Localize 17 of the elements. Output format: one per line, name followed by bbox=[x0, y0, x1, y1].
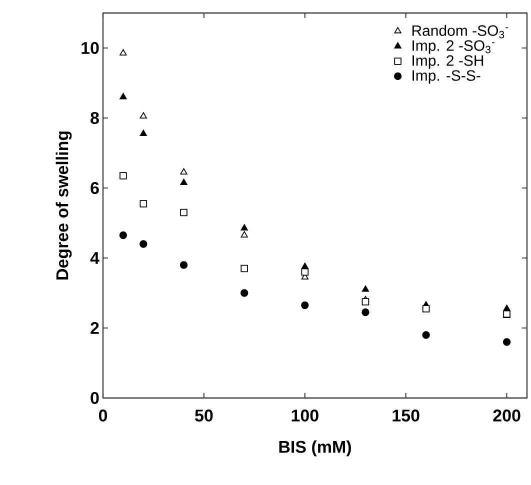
x-tick-label: 150 bbox=[392, 410, 420, 422]
y-tick-label: 2 bbox=[90, 322, 99, 334]
y-tick-label: 10 bbox=[82, 42, 99, 54]
x-tick-label: 0 bbox=[98, 410, 108, 422]
y-tick-label: 0 bbox=[90, 392, 99, 404]
y-tick-label: 4 bbox=[90, 252, 100, 264]
y-tick-label: 8 bbox=[90, 112, 99, 124]
legend-label: Random -SO$_{3}$- bbox=[412, 24, 508, 38]
y-tick-label: 6 bbox=[90, 182, 99, 194]
x-tick-label: 200 bbox=[493, 410, 520, 422]
legend-label: Imp. 2 -SH bbox=[412, 55, 484, 69]
x-axis-title: BIS (mM) bbox=[279, 440, 351, 456]
x-tick-label: 50 bbox=[195, 410, 213, 422]
legend-label: Imp. 2 -SO$_{3}$- bbox=[412, 40, 494, 54]
x-tick-label: 100 bbox=[292, 410, 318, 422]
y-axis-title: Degree of swelling bbox=[56, 132, 72, 280]
legend-label: Imp. -S-S- bbox=[412, 70, 480, 84]
